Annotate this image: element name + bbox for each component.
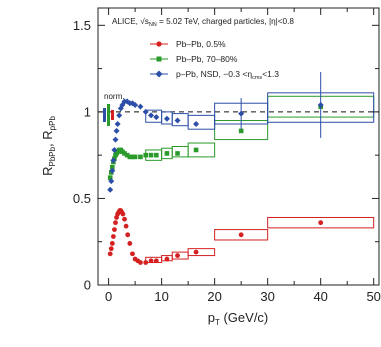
point-pbpb-central — [143, 260, 149, 265]
point-ppb — [110, 157, 117, 164]
legend-label-ppb: p–Pb, NSD, −0.3 <ηcms<1.3 — [176, 69, 279, 81]
point-pbpb-peripheral — [132, 154, 138, 160]
point-ppb — [163, 115, 170, 122]
point-pbpb-central — [193, 249, 199, 255]
point-pbpb-peripheral — [143, 152, 149, 158]
point-pbpb-peripheral — [130, 154, 135, 160]
x-axis-label: pT (GeV/c) — [208, 310, 269, 327]
point-pbpb-peripheral — [127, 154, 133, 160]
point-ppb — [116, 112, 123, 119]
point-pbpb-central — [107, 251, 113, 257]
point-ppb — [113, 127, 120, 134]
point-pbpb-peripheral — [138, 154, 143, 160]
x-tick-label: 40 — [313, 289, 327, 304]
point-pbpb-central — [108, 246, 114, 252]
legend-label-pbpb-peripheral: Pb–Pb, 70–80% — [176, 54, 238, 64]
y-axis-label: RPbPb, RpPb — [40, 116, 57, 176]
point-ppb — [111, 146, 118, 153]
point-pbpb-central — [318, 220, 324, 226]
point-pbpb-central — [109, 241, 115, 246]
legend-marker-pbpb-peripheral — [156, 56, 162, 62]
point-pbpb-peripheral — [193, 147, 199, 153]
sys-box-pbpb-central — [267, 216, 375, 229]
point-pbpb-central — [110, 234, 116, 239]
point-pbpb-peripheral — [107, 175, 113, 180]
point-pbpb-central — [148, 258, 154, 264]
x-tick-label: 50 — [366, 289, 380, 304]
point-ppb — [148, 112, 155, 119]
point-ppb — [137, 103, 144, 110]
point-ppb — [174, 117, 181, 124]
y-tick-label: 1.5 — [73, 18, 91, 33]
point-pbpb-central — [130, 251, 135, 257]
chart-condition: ALICE, √sNN = 5.02 TeV, charged particle… — [112, 17, 294, 28]
point-pbpb-central — [120, 211, 126, 217]
sys-box-pbpb-central — [214, 229, 269, 241]
point-ppb — [238, 110, 245, 117]
point-ppb — [132, 101, 139, 108]
point-pbpb-central — [123, 223, 129, 229]
point-pbpb-central — [138, 260, 143, 265]
point-pbpb-peripheral — [124, 152, 130, 158]
point-ppb — [107, 186, 114, 193]
point-ppb — [112, 136, 119, 143]
point-pbpb-peripheral — [175, 151, 180, 156]
x-tick-label: 20 — [207, 289, 221, 304]
point-pbpb-central — [153, 258, 159, 264]
point-ppb — [114, 120, 121, 127]
norm-box-pbpb-peripheral — [107, 104, 110, 126]
legend-marker-ppb — [155, 70, 163, 78]
point-pbpb-central — [112, 227, 117, 233]
norm-box-ppb — [103, 108, 106, 122]
point-pbpb-central — [125, 232, 131, 238]
point-pbpb-peripheral — [154, 152, 159, 158]
point-ppb — [109, 167, 116, 174]
y-tick-label: 0.5 — [73, 191, 91, 206]
point-pbpb-peripheral — [122, 151, 127, 156]
sys-box-pbpb-peripheral — [187, 142, 216, 158]
point-pbpb-central — [127, 241, 133, 246]
point-pbpb-central — [122, 216, 127, 222]
point-ppb — [193, 120, 200, 127]
point-ppb — [142, 108, 149, 115]
point-ppb — [317, 101, 324, 108]
point-pbpb-peripheral — [148, 152, 154, 158]
data-points-layer — [107, 72, 324, 265]
point-pbpb-central — [238, 232, 244, 238]
norm-label: norm. — [104, 92, 124, 101]
point-pbpb-peripheral — [238, 128, 244, 134]
point-pbpb-central — [164, 256, 170, 262]
point-pbpb-central — [113, 220, 118, 226]
point-pbpb-peripheral — [164, 151, 170, 156]
x-tick-label: 30 — [260, 289, 274, 304]
x-tick-label: 0 — [105, 289, 112, 304]
norm-box-pbpb-central — [111, 110, 114, 120]
point-pbpb-peripheral — [110, 164, 115, 170]
y-tick-label: 1 — [84, 104, 91, 119]
tick-layer: 0 10 20 30 40 50 0 0.5 1 1.5 — [73, 8, 381, 304]
point-ppb — [108, 178, 115, 185]
point-pbpb-central — [175, 253, 180, 258]
x-tick-label: 10 — [154, 289, 168, 304]
sys-box-pbpb-central — [187, 248, 216, 257]
legend: Pb–Pb, 0.5% Pb–Pb, 70–80% p–Pb, NSD, −0.… — [150, 39, 279, 81]
legend-label-pbpb-central: Pb–Pb, 0.5% — [176, 39, 226, 49]
y-tick-label: 0 — [84, 278, 91, 293]
plot-frame — [97, 7, 380, 286]
point-ppb — [153, 114, 160, 121]
legend-marker-pbpb-central — [156, 41, 162, 47]
